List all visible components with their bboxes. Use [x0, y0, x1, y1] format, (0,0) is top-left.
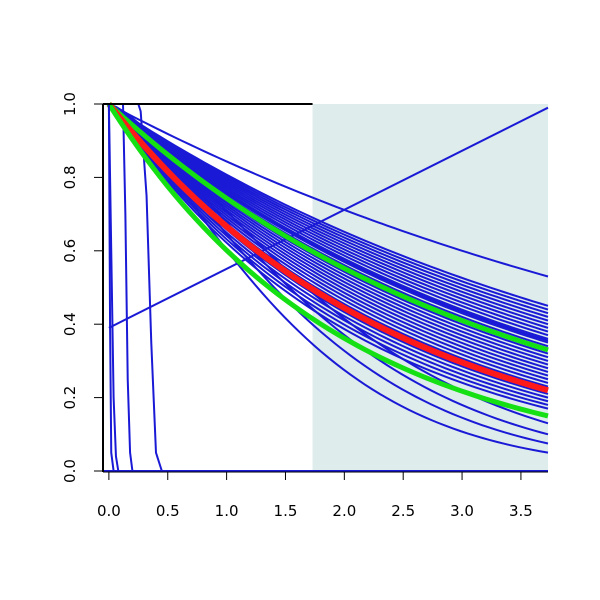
x-tick-label-2: 1.0: [215, 502, 239, 520]
curve-8: [108, 103, 549, 307]
curve-43: [106, 102, 549, 394]
curve-35: [108, 103, 549, 403]
curve-10: [108, 103, 549, 315]
x-tick-label-5: 2.5: [391, 502, 415, 520]
curve-37: [108, 103, 549, 410]
x-tick-label-1: 0.5: [156, 502, 180, 520]
curve-9: [108, 103, 549, 311]
curve-39: [108, 103, 549, 436]
y-tick-label-1: 0.2: [61, 386, 79, 410]
x-tick-label-0: 0.0: [97, 502, 121, 520]
y-tick-label-3: 0.6: [61, 239, 79, 263]
curve-11: [108, 103, 549, 318]
curve-45: [107, 103, 115, 472]
curve-26: [108, 103, 549, 370]
x-tick-label-3: 1.5: [274, 502, 298, 520]
curve-28: [108, 103, 549, 377]
curve-16: [108, 103, 549, 337]
curve-27: [108, 103, 549, 373]
curve-42: [107, 102, 549, 353]
curve-40: [108, 103, 549, 445]
curve-13: [108, 103, 549, 326]
curve-14: [108, 103, 549, 329]
axes: 0.0 0.5 1.0 1.5 2.0 2.5 3.0 3.5 0.0 0.2 0.4 0.6 0.8 1…: [61, 92, 548, 520]
curve-12: [108, 103, 549, 322]
y-tick-label-2: 0.4: [61, 312, 79, 336]
curve-15: [108, 103, 549, 333]
curve-44: [106, 102, 549, 419]
curve-36: [108, 103, 549, 406]
y-tick-label-4: 0.8: [61, 165, 79, 189]
x-tick-label-6: 3.0: [450, 502, 474, 520]
curve-3: [120, 103, 145, 472]
curve-23: [108, 103, 549, 359]
x-tick-label-4: 2.0: [332, 502, 356, 520]
y-tick-label-5: 1.0: [61, 92, 79, 116]
curve-7: [108, 103, 549, 278]
x-tick-label-7: 3.5: [509, 502, 533, 520]
curve-0: [108, 106, 549, 329]
y-tick-label-0: 0.0: [61, 459, 79, 483]
